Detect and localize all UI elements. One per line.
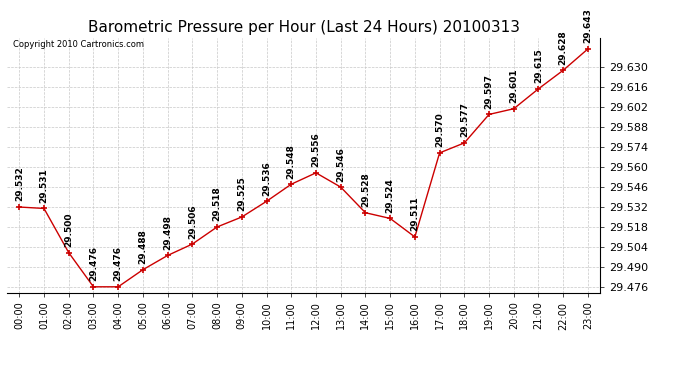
Text: 29.628: 29.628 — [559, 30, 568, 65]
Text: 29.476: 29.476 — [114, 246, 123, 281]
Text: 29.506: 29.506 — [188, 204, 197, 238]
Text: 29.577: 29.577 — [460, 102, 469, 137]
Text: 29.511: 29.511 — [411, 196, 420, 231]
Text: 29.476: 29.476 — [89, 246, 98, 281]
Text: 29.531: 29.531 — [39, 168, 48, 203]
Text: 29.570: 29.570 — [435, 112, 444, 147]
Text: 29.524: 29.524 — [386, 178, 395, 213]
Title: Barometric Pressure per Hour (Last 24 Hours) 20100313: Barometric Pressure per Hour (Last 24 Ho… — [88, 20, 520, 35]
Text: 29.528: 29.528 — [361, 172, 370, 207]
Text: 29.546: 29.546 — [336, 147, 345, 182]
Text: 29.488: 29.488 — [139, 229, 148, 264]
Text: 29.536: 29.536 — [262, 161, 271, 196]
Text: 29.615: 29.615 — [534, 48, 543, 83]
Text: Copyright 2010 Cartronics.com: Copyright 2010 Cartronics.com — [13, 40, 144, 49]
Text: 29.518: 29.518 — [213, 187, 221, 221]
Text: 29.498: 29.498 — [163, 215, 172, 250]
Text: 29.556: 29.556 — [311, 132, 320, 167]
Text: 29.601: 29.601 — [509, 69, 518, 103]
Text: 29.597: 29.597 — [484, 74, 493, 109]
Text: 29.643: 29.643 — [584, 9, 593, 44]
Text: 29.532: 29.532 — [14, 167, 23, 201]
Text: 29.548: 29.548 — [287, 144, 296, 178]
Text: 29.525: 29.525 — [237, 177, 246, 212]
Text: 29.500: 29.500 — [64, 213, 73, 247]
